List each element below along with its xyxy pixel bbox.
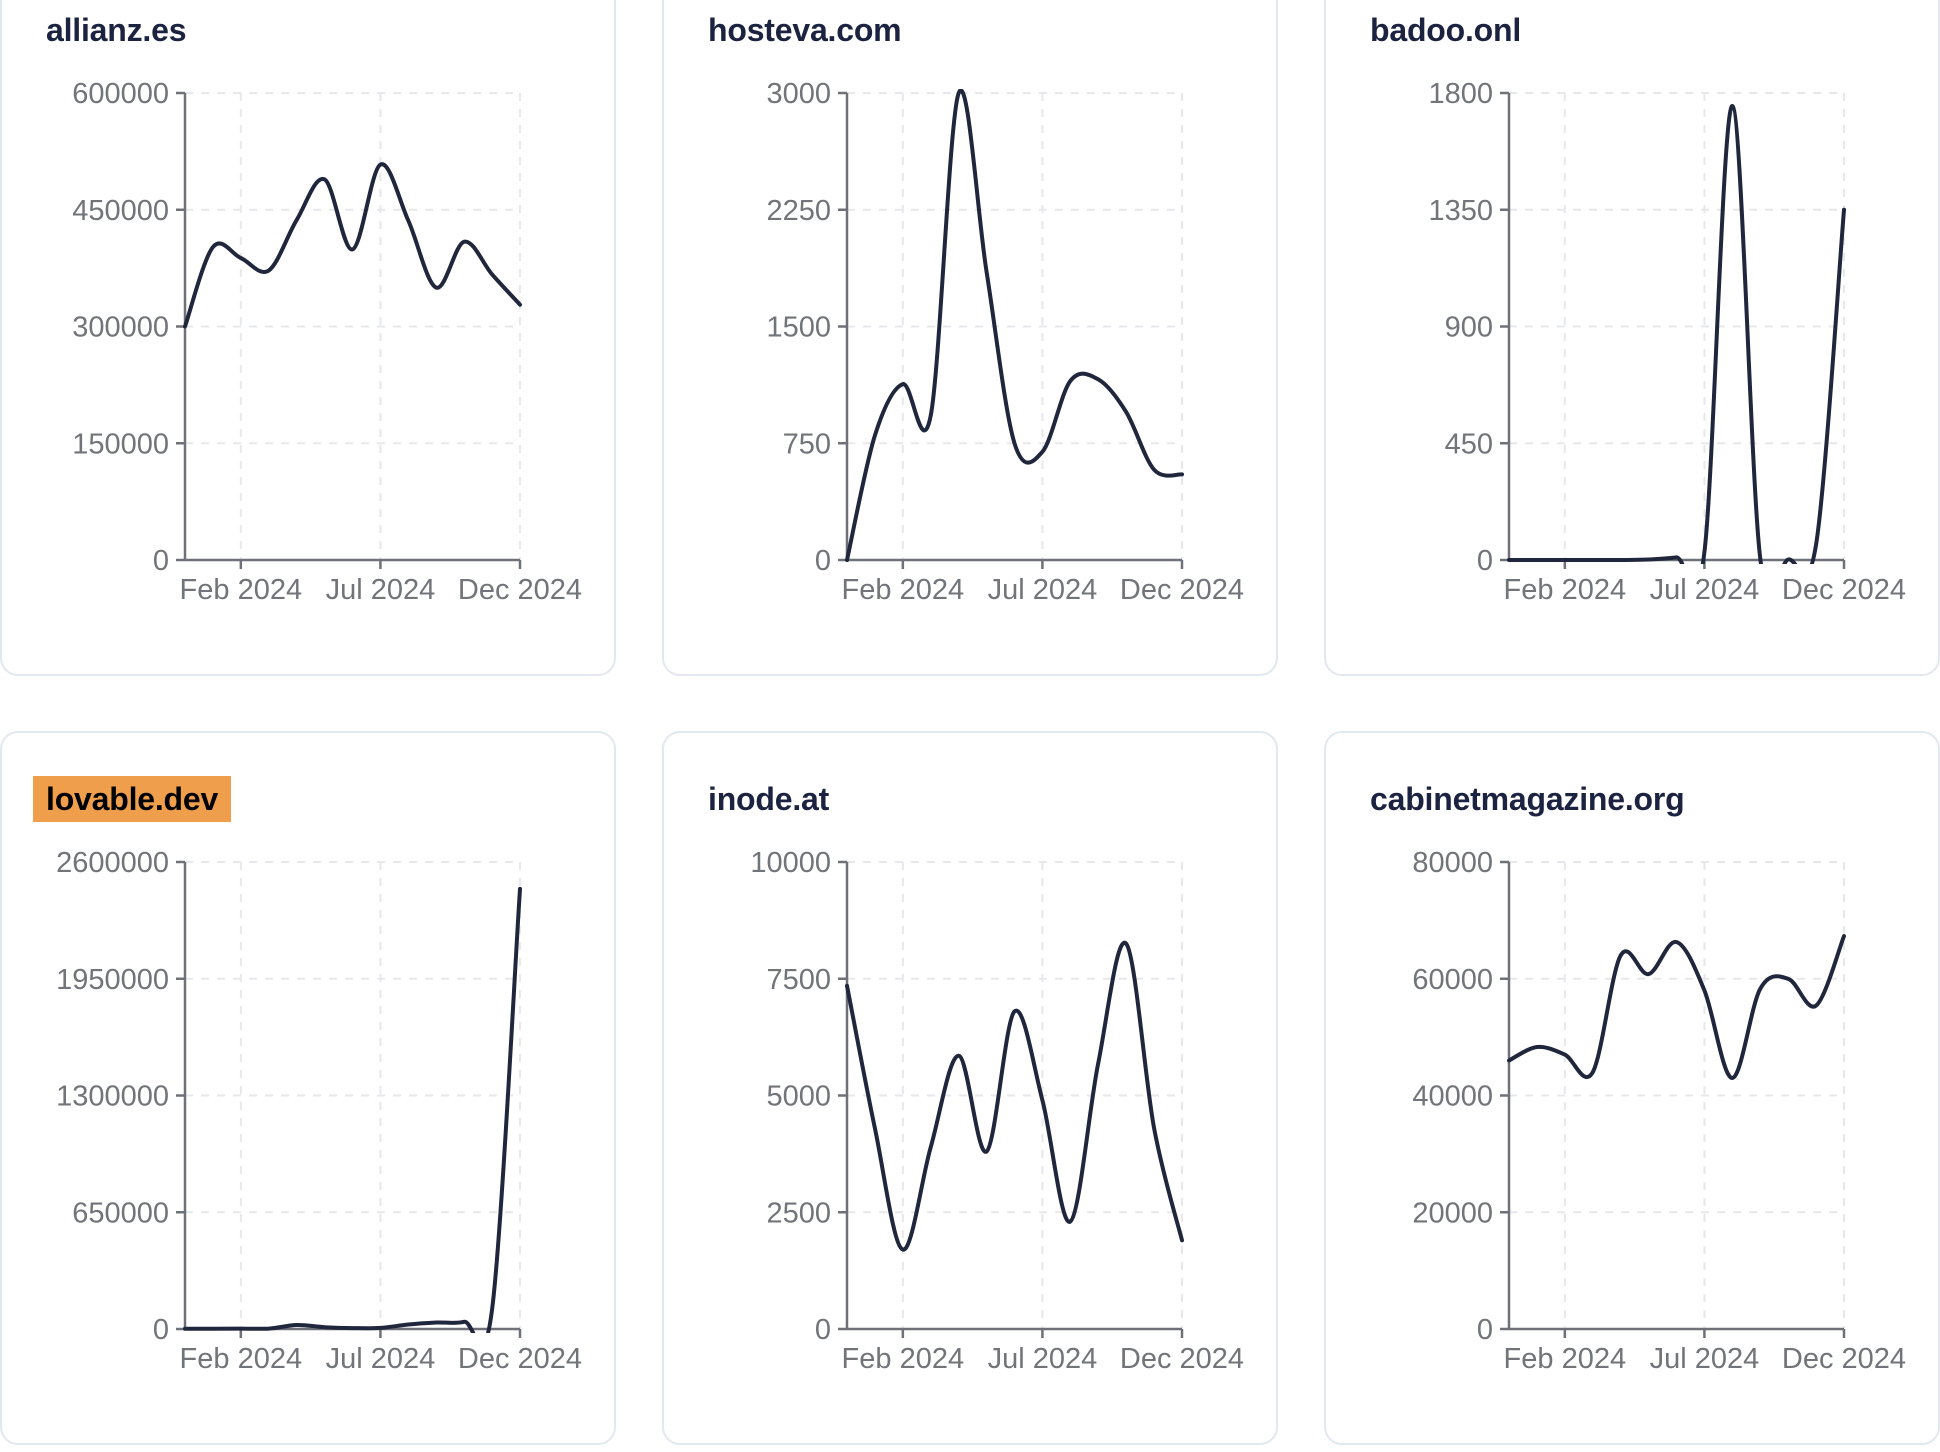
line-chart-svg: 0 450 900 1350 1800 Feb 2024 Jul 2024 Dec 2024: [1428, 78, 1906, 606]
y-tick-label: 300000: [72, 312, 169, 344]
y-tick-label: 450: [1445, 428, 1493, 460]
series-line: [845, 89, 1184, 562]
line-chart-svg: 0 750 1500 2250 3000 Feb 2024 Jul 2024 Dec 2024: [766, 78, 1244, 606]
domain-title: allianz.es: [46, 12, 187, 49]
domain-title-text: inode.at: [708, 781, 830, 817]
x-tick-label: Feb 2024: [1504, 574, 1627, 606]
gridlines: [185, 92, 521, 560]
x-tick-label: Dec 2024: [458, 574, 582, 606]
gridlines: [1509, 92, 1845, 560]
axes: [838, 91, 1184, 569]
domain-title: inode.at: [708, 781, 829, 818]
y-tick-label: 5000: [766, 1081, 831, 1113]
tick-labels: 0 450 900 1350 1800 Feb 2024 Jul 2024 Dec 2024: [1428, 78, 1906, 606]
domain-title-text: cabinetmagazine.org: [1370, 781, 1685, 817]
domain-title-text: badoo.onl: [1370, 12, 1522, 48]
line-chart-svg: 0 650000 1300000 1950000 2600000 Feb 2024 Jul …: [56, 847, 582, 1375]
domain-card-inode-at: inode.at 0 2500 5000 7500 10000 Feb 2024 Jul 2…: [662, 731, 1278, 1445]
axes: [1500, 860, 1846, 1338]
y-tick-label: 450000: [72, 195, 169, 227]
x-tick-label: Jul 2024: [1650, 1343, 1760, 1375]
x-tick-label: Feb 2024: [842, 574, 965, 606]
y-tick-label: 60000: [1412, 964, 1493, 996]
x-tick-label: Dec 2024: [1782, 1343, 1906, 1375]
line-chart-svg: 0 2500 5000 7500 10000 Feb 2024 Jul 2024 Dec 20…: [750, 847, 1244, 1375]
tick-labels: 0 750 1500 2250 3000 Feb 2024 Jul 2024 Dec 2024: [766, 78, 1244, 606]
line-chart-svg: 0 150000 300000 450000 600000 Feb 2024 Jul 202…: [72, 78, 582, 606]
x-tick-label: Jul 2024: [326, 574, 436, 606]
x-tick-label: Jul 2024: [1650, 574, 1760, 606]
x-tick-label: Feb 2024: [180, 574, 303, 606]
x-tick-label: Dec 2024: [1120, 1343, 1244, 1375]
y-tick-label: 1350: [1428, 195, 1493, 227]
series-line: [845, 940, 1184, 1252]
series-line: [1507, 103, 1846, 564]
tick-labels: 0 650000 1300000 1950000 2600000 Feb 2024 Jul …: [56, 847, 582, 1375]
y-tick-label: 80000: [1412, 847, 1493, 879]
y-tick-label: 7500: [766, 964, 831, 996]
gridlines: [847, 861, 1183, 1329]
series-line: [183, 886, 522, 1333]
domain-card-hosteva-com: hosteva.com 0 750 1500 2250 3000 Feb 2024 Jul …: [662, 0, 1278, 676]
domain-title: hosteva.com: [708, 12, 902, 49]
gridlines: [1509, 861, 1845, 1329]
y-tick-label: 40000: [1412, 1081, 1493, 1113]
x-tick-label: Feb 2024: [1504, 1343, 1627, 1375]
series-line: [1507, 934, 1846, 1081]
domain-title: badoo.onl: [1370, 12, 1521, 49]
y-tick-label: 900: [1445, 312, 1493, 344]
tick-labels: 0 20000 40000 60000 80000 Feb 2024 Jul 2024 Dec…: [1412, 847, 1906, 1375]
y-tick-label: 10000: [750, 847, 831, 879]
y-tick-label: 3000: [766, 78, 831, 110]
tick-labels: 0 150000 300000 450000 600000 Feb 2024 Jul 202…: [72, 78, 582, 606]
line-chart-svg: 0 20000 40000 60000 80000 Feb 2024 Jul 2024 Dec…: [1412, 847, 1906, 1375]
y-tick-label: 0: [1477, 1314, 1493, 1346]
x-tick-label: Jul 2024: [326, 1343, 436, 1375]
x-tick-label: Dec 2024: [458, 1343, 582, 1375]
y-tick-label: 20000: [1412, 1197, 1493, 1229]
axes: [838, 860, 1184, 1338]
series-line: [183, 162, 522, 329]
y-tick-label: 750: [783, 428, 831, 460]
y-tick-label: 0: [1477, 545, 1493, 577]
axes: [1500, 91, 1846, 569]
domain-title-text: lovable.dev: [33, 776, 232, 822]
x-tick-label: Feb 2024: [180, 1343, 303, 1375]
domain-title: lovable.dev: [33, 776, 232, 822]
y-tick-label: 1800: [1428, 78, 1493, 110]
y-tick-label: 2500: [766, 1197, 831, 1229]
gridlines: [847, 92, 1183, 560]
x-tick-label: Jul 2024: [988, 1343, 1098, 1375]
domain-card-badoo-onl: badoo.onl 0 450 900 1350 1800 Feb 2024 Jul 202…: [1324, 0, 1940, 676]
x-tick-label: Dec 2024: [1120, 574, 1244, 606]
y-tick-label: 600000: [72, 78, 169, 110]
y-tick-label: 1500: [766, 312, 831, 344]
y-tick-label: 1950000: [56, 964, 169, 996]
x-tick-label: Jul 2024: [988, 574, 1098, 606]
y-tick-label: 2250: [766, 195, 831, 227]
y-tick-label: 2600000: [56, 847, 169, 879]
domain-title: cabinetmagazine.org: [1370, 781, 1685, 818]
y-tick-label: 1300000: [56, 1081, 169, 1113]
domain-card-allianz-es: allianz.es 0 150000 300000 450000 600000 Feb …: [0, 0, 616, 676]
x-tick-label: Feb 2024: [842, 1343, 965, 1375]
domain-card-lovable-dev: lovable.dev 0 650000 1300000 1950000 2600000…: [0, 731, 616, 1445]
y-tick-label: 0: [815, 1314, 831, 1346]
axes: [176, 860, 522, 1338]
y-tick-label: 150000: [72, 428, 169, 460]
y-tick-label: 0: [815, 545, 831, 577]
x-tick-label: Dec 2024: [1782, 574, 1906, 606]
tick-labels: 0 2500 5000 7500 10000 Feb 2024 Jul 2024 Dec 20…: [750, 847, 1244, 1375]
domain-card-cabinetmagazine-org: cabinetmagazine.org 0 20000 40000 60000 8000…: [1324, 731, 1940, 1445]
gridlines: [185, 861, 521, 1329]
y-tick-label: 0: [153, 1314, 169, 1346]
y-tick-label: 0: [153, 545, 169, 577]
axes: [176, 91, 522, 569]
domain-title-text: hosteva.com: [708, 12, 902, 48]
domain-title-text: allianz.es: [46, 12, 187, 48]
y-tick-label: 650000: [72, 1197, 169, 1229]
